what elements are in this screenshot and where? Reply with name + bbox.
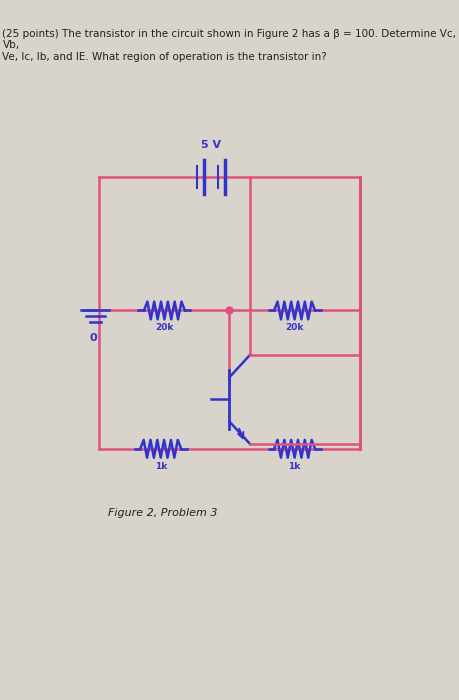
Text: 20k: 20k: [285, 323, 304, 332]
Text: Figure 2, Problem 3: Figure 2, Problem 3: [108, 508, 217, 518]
Text: 5 V: 5 V: [201, 140, 221, 150]
Text: 20k: 20k: [155, 323, 174, 332]
Text: 1k: 1k: [288, 461, 301, 470]
Text: 0: 0: [90, 332, 98, 342]
Text: (25 points) The transistor in the circuit shown in Figure 2 has a β = 100. Deter: (25 points) The transistor in the circui…: [2, 29, 457, 62]
Text: 1k: 1k: [155, 461, 167, 470]
